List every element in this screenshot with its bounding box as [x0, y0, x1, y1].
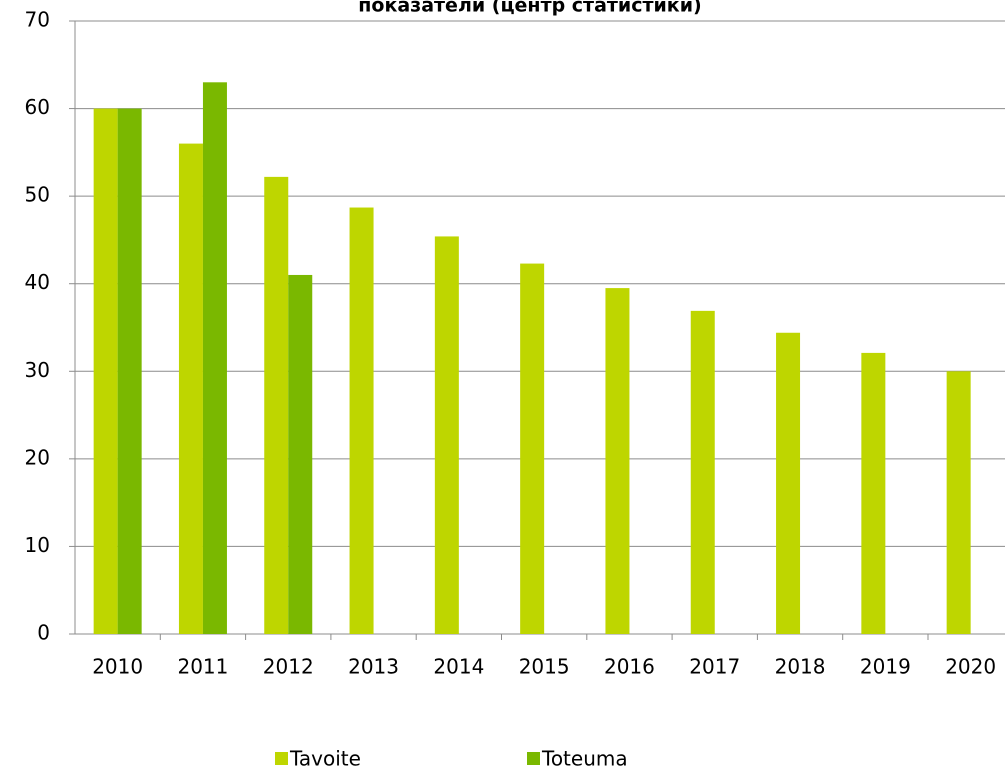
- bar: [776, 332, 801, 634]
- legend-swatch: [275, 752, 288, 765]
- x-tick-label: 2020: [945, 655, 996, 679]
- bar: [117, 108, 142, 635]
- y-tick-label: 10: [25, 533, 50, 557]
- bar: [861, 352, 886, 634]
- x-tick-label: 2017: [689, 655, 740, 679]
- x-tick-label: 2015: [519, 655, 570, 679]
- y-tick-label: 40: [25, 270, 50, 294]
- legend-swatch: [527, 752, 540, 765]
- x-tick-label: 2011: [177, 655, 228, 679]
- legend-label: Toteuma: [541, 747, 628, 771]
- bar: [178, 143, 203, 634]
- y-tick-label: 50: [25, 183, 50, 207]
- y-tick-label: 0: [37, 621, 50, 645]
- bar: [605, 288, 630, 634]
- x-tick-label: 2018: [775, 655, 826, 679]
- y-tick-label: 70: [25, 8, 50, 32]
- bar: [264, 176, 289, 634]
- bar: [349, 207, 374, 634]
- x-tick-label: 2013: [348, 655, 399, 679]
- bar: [202, 82, 227, 635]
- bar: [690, 310, 715, 634]
- bar: [288, 274, 313, 634]
- y-tick-label: 60: [25, 95, 50, 119]
- x-tick-label: 2016: [604, 655, 655, 679]
- bar: [946, 371, 971, 634]
- bar: [93, 108, 118, 635]
- legend-label: Tavoite: [289, 747, 361, 771]
- y-tick-label: 30: [25, 358, 50, 382]
- x-tick-label: 2010: [92, 655, 143, 679]
- x-tick-label: 2014: [433, 655, 484, 679]
- x-tick-label: 2019: [860, 655, 911, 679]
- bar: [520, 263, 545, 634]
- y-tick-label: 20: [25, 445, 50, 469]
- chart-title: показатели (центр статистики): [358, 0, 701, 17]
- bar: [434, 236, 459, 634]
- x-tick-label: 2012: [263, 655, 314, 679]
